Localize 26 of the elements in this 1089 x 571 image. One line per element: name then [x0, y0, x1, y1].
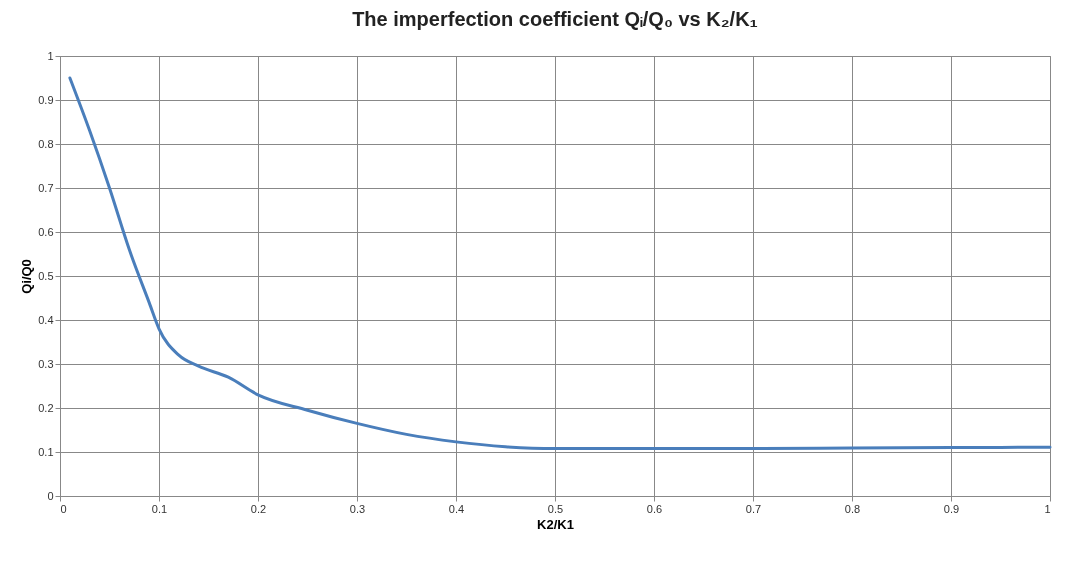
x-tick-label: 0.4: [448, 502, 465, 515]
y-tick-label: 0.1: [38, 445, 54, 458]
line-series: [68, 76, 1052, 450]
x-tick-label: 0.7: [745, 502, 762, 515]
x-tick-label: 0.8: [844, 502, 861, 515]
y-tick-label: 0.4: [38, 313, 54, 326]
y-tick-label: 0.7: [38, 181, 54, 194]
x-tick-label: 0.1: [151, 502, 168, 515]
y-tick-label: 0: [47, 489, 54, 502]
x-tick-label: 0.9: [943, 502, 960, 515]
y-axis-title: Qi/Q0: [19, 259, 35, 294]
x-tick-label: 0.3: [349, 502, 366, 515]
x-tick-label: 0.2: [250, 502, 267, 515]
y-tick-label: 0.8: [38, 137, 54, 150]
y-tick-label: 0.5: [38, 269, 54, 282]
x-axis-title: K2/K1: [537, 516, 574, 532]
y-tick-label: 0.2: [38, 401, 54, 414]
y-tick-label: 1: [47, 49, 54, 62]
x-tick-label: 0: [60, 502, 67, 515]
y-tick-label: 0.3: [38, 357, 54, 370]
x-tick-label: 1: [1044, 502, 1051, 515]
x-tick-label: 0.5: [547, 502, 564, 515]
x-tick-label: 0.6: [646, 502, 663, 515]
y-tick-label: 0.9: [38, 93, 54, 106]
chart-title: The imperfection coefficient Qᵢ/Q₀ vs K₂/K₁: [352, 8, 758, 30]
y-tick-label: 0.6: [38, 225, 54, 238]
